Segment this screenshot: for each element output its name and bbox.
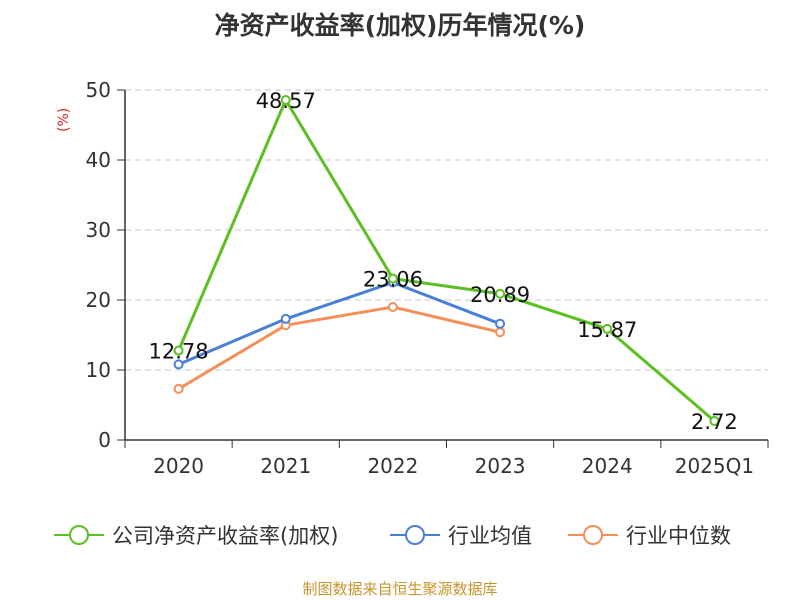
y-tick-label: 50 [86, 78, 111, 102]
x-tick-label: 2022 [367, 454, 418, 478]
data-point [173, 345, 184, 356]
legend-label: 公司净资产收益率(加权) [112, 524, 339, 548]
x-tick-label: 2024 [582, 454, 633, 478]
data-label: 15.87 [577, 318, 637, 342]
data-point [495, 318, 506, 329]
data-point [173, 359, 184, 370]
series-line [177, 98, 716, 423]
legend-label: 行业中位数 [626, 524, 731, 548]
data-point [602, 323, 613, 334]
x-tick-label: 2023 [475, 454, 526, 478]
legend-marker-icon [54, 525, 104, 545]
y-tick-label: 10 [86, 358, 111, 382]
chart-title: 净资产收益率(加权)历年情况(%) [214, 11, 586, 40]
y-tick-label: 20 [86, 288, 111, 312]
data-label: 23.06 [363, 268, 423, 292]
y-tick-label: 30 [86, 218, 111, 242]
y-tick-label: 40 [86, 148, 111, 172]
data-label: 12.78 [149, 340, 209, 364]
data-label: 2.72 [691, 410, 738, 434]
x-tick-label: 2020 [153, 454, 204, 478]
data-point [709, 415, 720, 426]
legend-marker-icon [568, 525, 618, 545]
y-tick-label: 0 [98, 428, 111, 452]
x-tick-label: 2021 [260, 454, 311, 478]
data-source-note: 制图数据来自恒生聚源数据库 [302, 580, 498, 598]
legend-item-company-roe[interactable]: 公司净资产收益率(加权) [54, 520, 338, 550]
data-point [387, 273, 398, 284]
legend-marker-icon [390, 525, 440, 545]
data-point [280, 313, 291, 324]
data-point [387, 302, 398, 312]
data-point [495, 327, 506, 338]
data-point [280, 95, 291, 106]
x-tick-label: 2025Q1 [675, 454, 754, 478]
legend-item-industry-mean[interactable]: 行业均值 [390, 520, 532, 550]
series-line [177, 281, 501, 366]
data-label: 20.89 [470, 283, 530, 307]
legend-label: 行业均值 [448, 524, 532, 548]
legend-item-industry-median[interactable]: 行业中位数 [568, 520, 731, 550]
data-point [495, 288, 506, 299]
series-line [177, 305, 501, 391]
data-label: 48.57 [256, 89, 316, 113]
data-point [173, 383, 184, 394]
